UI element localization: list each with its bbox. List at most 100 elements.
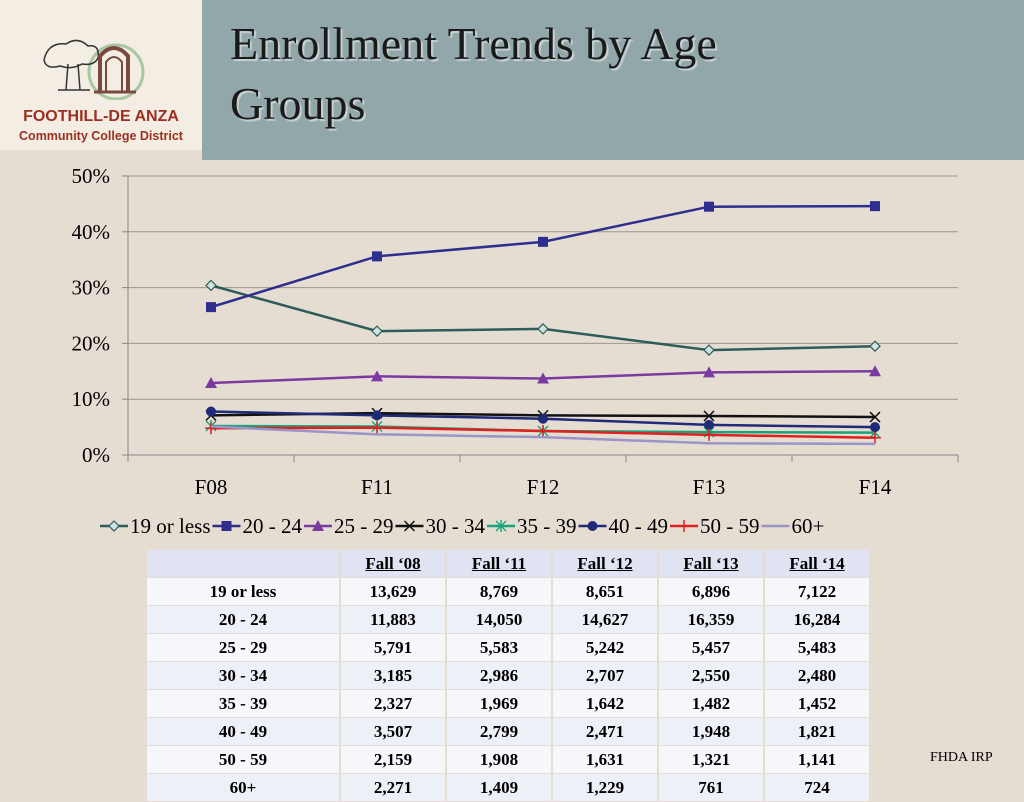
table-row: 40 - 49 3,507 2,799 2,471 1,948 1,821 [147,717,871,746]
data-point-40-49 [206,406,216,417]
table-cell: 1,642 [552,689,659,718]
table-cell: 5,483 [764,633,871,662]
x-tick-label: F12 [527,475,560,499]
data-point-20-24 [538,236,548,247]
legend-marker-35-39 [495,520,507,532]
legend-marker-40-49 [587,521,598,531]
y-tick-label: 10% [72,387,111,411]
data-point-50-59 [371,421,383,434]
table-cell: 14,627 [552,605,659,634]
legend-label-40-49: 40 - 49 [609,514,669,538]
data-point-40-49 [372,410,382,421]
data-point-19-or-less [371,325,383,337]
table-header-row: Fall ‘08 Fall ‘11 Fall ‘12 Fall ‘13 Fall ‘14 [147,550,871,578]
data-point-50-59 [869,431,881,444]
data-point-20-24 [870,201,880,212]
table-cell: 724 [764,773,871,802]
legend-label-25-29: 25 - 29 [334,514,394,538]
data-point-50-59 [205,422,217,435]
data-point-20-24 [206,302,216,313]
page-title: Enrollment Trends by Age Groups [230,14,950,134]
table-cell: 2,471 [552,717,659,746]
table-cell: 16,284 [764,605,871,634]
data-point-40-49 [538,413,548,424]
table-cell: 1,409 [446,773,553,802]
data-point-19-or-less [869,340,881,353]
table-cell: 5,791 [340,633,447,662]
series-line-20-24 [210,204,876,309]
table-cell: 13,629 [340,577,447,606]
data-point-25-29 [537,372,549,384]
table-row: 35 - 39 2,327 1,969 1,642 1,482 1,452 [147,689,871,718]
legend-marker-25-29 [312,520,324,531]
x-tick-label: F13 [693,475,726,499]
table-corner [147,550,341,578]
legend-label-50-59: 50 - 59 [700,514,760,538]
table-cell: 1,969 [446,689,553,718]
row-label: 60+ [147,773,341,802]
table-cell: 1,321 [658,745,765,774]
data-point-30-34 [703,410,715,422]
data-point-19-or-less [205,279,217,292]
table-cell: 1,452 [764,689,871,718]
x-tick-label: F11 [361,475,393,499]
data-point-40-49 [870,422,880,433]
table-row: 50 - 59 2,159 1,908 1,631 1,321 1,141 [147,745,871,774]
table-cell: 5,242 [552,633,659,662]
org-name: FOOTHILL-DE ANZA [23,108,179,125]
table-cell: 7,122 [764,577,871,606]
data-point-19-or-less [537,323,549,335]
row-label: 30 - 34 [147,661,341,690]
table-cell: 761 [658,773,765,802]
page-title-line2: Groups [230,78,366,129]
table-cell: 3,507 [340,717,447,746]
org-subtitle: Community College District [19,129,183,143]
data-point-25-29 [205,377,217,389]
row-label: 35 - 39 [147,689,341,718]
table-cell: 1,229 [552,773,659,802]
table-cell: 1,948 [658,717,765,746]
table-header-cell: Fall ‘13 [658,550,765,578]
table-cell: 2,271 [340,773,447,802]
row-label: 25 - 29 [147,633,341,662]
data-point-50-59 [703,428,715,441]
series-line-19-or-less [210,284,876,352]
y-tick-label: 40% [72,220,111,244]
table-header-cell: Fall ‘14 [764,550,871,578]
data-point-25-29 [703,366,715,378]
legend-label-30-34: 30 - 34 [426,514,486,538]
table-row: 60+ 2,271 1,409 1,229 761 724 [147,773,871,802]
legend-marker-50-59 [678,520,690,532]
table-cell: 3,185 [340,661,447,690]
x-tick-label: F08 [195,475,228,499]
table-cell: 6,896 [658,577,765,606]
table-cell: 11,883 [340,605,447,634]
legend-label-35-39: 35 - 39 [517,514,577,538]
row-label: 20 - 24 [147,605,341,634]
table-header-cell: Fall ‘12 [552,550,659,578]
row-label: 40 - 49 [147,717,341,746]
table-cell: 8,769 [446,577,553,606]
y-tick-label: 50% [72,164,111,188]
table-cell: 1,908 [446,745,553,774]
table-body: 19 or less 13,629 8,769 8,651 6,896 7,122 20 -… [147,577,871,802]
y-tick-label: 30% [72,276,111,300]
table-cell: 2,327 [340,689,447,718]
table-row: 19 or less 13,629 8,769 8,651 6,896 7,122 [147,577,871,606]
data-point-50-59 [537,425,549,438]
x-tick-label: F14 [859,475,892,499]
table-cell: 1,141 [764,745,871,774]
series-line-60- [210,425,876,446]
table-cell: 14,050 [446,605,553,634]
legend-marker-19-or-less [108,520,120,532]
legend-marker-20-24 [221,521,232,531]
page-title-line1: Enrollment Trends by Age [230,18,717,69]
table-header-cell: Fall ‘11 [446,550,553,578]
data-point-20-24 [372,251,382,262]
y-tick-label: 0% [82,443,110,467]
table-cell: 2,480 [764,661,871,690]
table-cell: 1,631 [552,745,659,774]
line-chart: 0% 10% 20% 30% 40% 50% F08 F11 F12 F13 F14 19 or le… [72,164,959,538]
district-logo-icon [43,39,145,100]
table-cell: 1,482 [658,689,765,718]
